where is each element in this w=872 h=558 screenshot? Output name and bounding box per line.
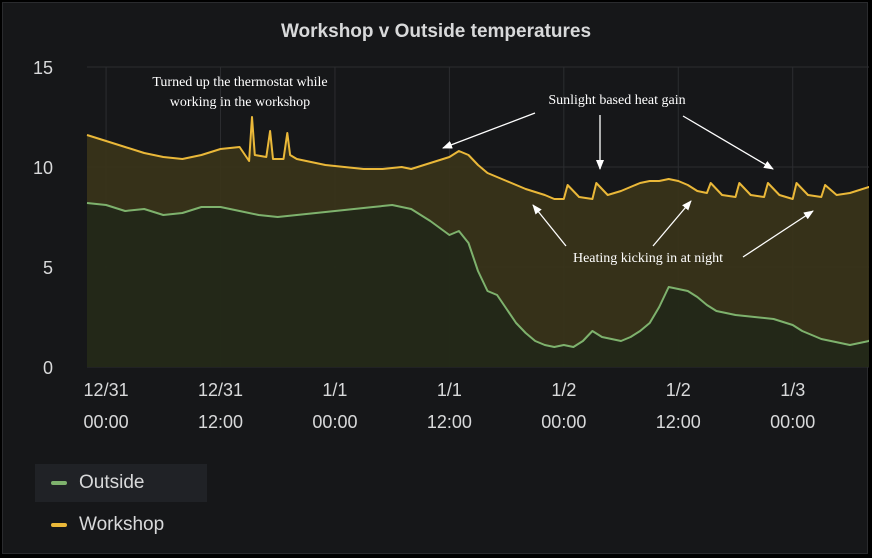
legend-item-workshop[interactable]: Workshop bbox=[35, 506, 207, 544]
annotation-thermostat-line-1: Turned up the thermostat while bbox=[152, 75, 327, 90]
y-tick-label-5: 5 bbox=[43, 258, 53, 278]
annotation-heating: Heating kicking in at night bbox=[573, 251, 723, 266]
x-tick-label-1-date: 12/31 bbox=[198, 380, 243, 400]
y-tick-label-15: 15 bbox=[33, 58, 53, 78]
x-tick-label-4-time: 00:00 bbox=[541, 412, 586, 432]
x-tick-label-4-date: 1/2 bbox=[551, 380, 576, 400]
x-tick-label-3-time: 12:00 bbox=[427, 412, 472, 432]
x-tick-label-6-date: 1/3 bbox=[780, 380, 805, 400]
x-tick-label-0-date: 12/31 bbox=[84, 380, 129, 400]
legend-item-outside[interactable]: Outside bbox=[35, 464, 207, 502]
arrow-sunlight-right bbox=[682, 115, 774, 170]
series-line-outside bbox=[86, 202, 869, 348]
x-tick-label-3-date: 1/1 bbox=[437, 380, 462, 400]
legend-label-outside: Outside bbox=[79, 472, 145, 493]
legend-label-workshop: Workshop bbox=[79, 514, 165, 535]
x-tick-label-5-time: 12:00 bbox=[656, 412, 701, 432]
chart-title: Workshop v Outside temperatures bbox=[280, 21, 592, 42]
x-tick-label-6-time: 00:00 bbox=[770, 412, 815, 432]
arrow-heating-right bbox=[742, 210, 814, 258]
series-area-outside bbox=[87, 203, 869, 367]
annotation-sunlight: Sunlight based heat gain bbox=[548, 93, 685, 108]
x-tick-label-2-date: 1/1 bbox=[322, 380, 347, 400]
y-tick-label-10: 10 bbox=[33, 158, 53, 178]
series-line-workshop bbox=[86, 116, 869, 200]
x-tick-label-0-time: 00:00 bbox=[84, 412, 129, 432]
x-tick-label-1-time: 12:00 bbox=[198, 412, 243, 432]
legend-swatch-outside bbox=[51, 481, 67, 485]
legend-swatch-workshop bbox=[51, 523, 67, 527]
y-tick-label-0: 0 bbox=[43, 358, 53, 378]
x-tick-label-2-time: 00:00 bbox=[312, 412, 357, 432]
chart-svg: 0 5 10 15 12/31 00:00 12/31 12:00 1/1 00:00 1/1 12:… bbox=[33, 58, 869, 432]
arrow-heating-left bbox=[532, 204, 567, 247]
x-tick-label-5-date: 1/2 bbox=[666, 380, 691, 400]
arrow-sunlight-left bbox=[442, 112, 536, 149]
annotation-thermostat-line-2: working in the workshop bbox=[170, 95, 310, 110]
arrow-heating-middle bbox=[652, 200, 692, 247]
